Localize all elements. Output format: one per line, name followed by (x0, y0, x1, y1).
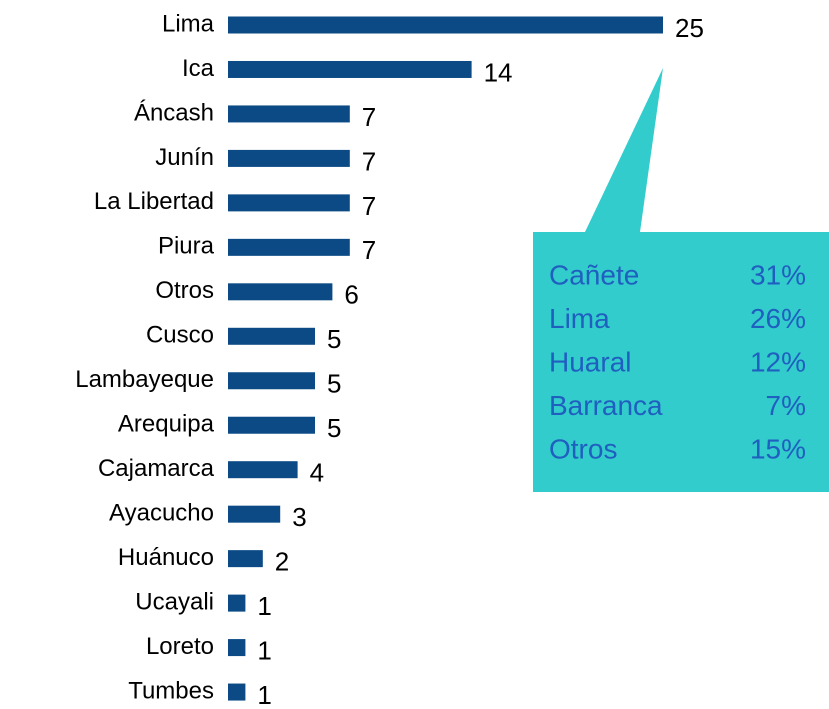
category-label: Lambayeque (75, 366, 214, 393)
value-label: 4 (310, 458, 324, 488)
callout-box (533, 68, 829, 492)
value-label: 2 (275, 547, 289, 577)
bar (228, 372, 315, 390)
callout-name: Otros (549, 433, 617, 464)
value-label: 6 (344, 280, 358, 310)
bar (228, 238, 350, 256)
category-label: Lima (162, 10, 215, 37)
callout-value: 15% (750, 433, 806, 464)
value-label: 5 (327, 324, 341, 354)
category-label: Junín (155, 144, 214, 171)
bar (228, 461, 298, 479)
bar (228, 194, 350, 212)
bar (228, 639, 246, 657)
callout-name: Cañete (549, 259, 639, 290)
category-label: Tumbes (128, 677, 214, 704)
category-label: Ayacucho (109, 500, 214, 527)
bar (228, 594, 246, 612)
category-label: Otros (155, 277, 214, 304)
bar (228, 105, 350, 123)
bar (228, 683, 246, 701)
category-label: Arequipa (118, 411, 215, 438)
value-label: 5 (327, 369, 341, 399)
callout-value: 12% (750, 346, 806, 377)
callout-name: Huaral (549, 346, 631, 377)
category-label: La Libertad (94, 188, 214, 215)
value-label: 1 (257, 591, 271, 621)
value-label: 25 (675, 13, 704, 43)
bar (228, 60, 472, 78)
bar (228, 16, 663, 34)
bar (228, 416, 315, 434)
value-label: 14 (484, 57, 513, 87)
category-label: Cusco (146, 322, 214, 349)
category-label: Huánuco (118, 544, 214, 571)
category-label: Ucayali (135, 588, 214, 615)
bar (228, 149, 350, 167)
callout-value: 31% (750, 259, 806, 290)
value-label: 1 (257, 635, 271, 665)
category-label: Cajamarca (98, 455, 215, 482)
value-label: 1 (257, 680, 271, 709)
bar (228, 550, 263, 568)
category-label: Ica (182, 55, 215, 82)
value-label: 7 (362, 146, 376, 176)
category-label: Piura (158, 233, 215, 260)
value-label: 5 (327, 413, 341, 443)
value-label: 7 (362, 102, 376, 132)
category-label: Loreto (146, 633, 214, 660)
callout-value: 26% (750, 303, 806, 334)
bar (228, 505, 281, 523)
value-label: 7 (362, 235, 376, 265)
value-label: 7 (362, 191, 376, 221)
category-label: Áncash (134, 99, 214, 126)
callout-name: Lima (549, 303, 610, 334)
callout-value: 7% (766, 390, 806, 421)
callout-name: Barranca (549, 390, 663, 421)
bar (228, 283, 333, 301)
bar (228, 327, 315, 345)
value-label: 3 (292, 502, 306, 532)
